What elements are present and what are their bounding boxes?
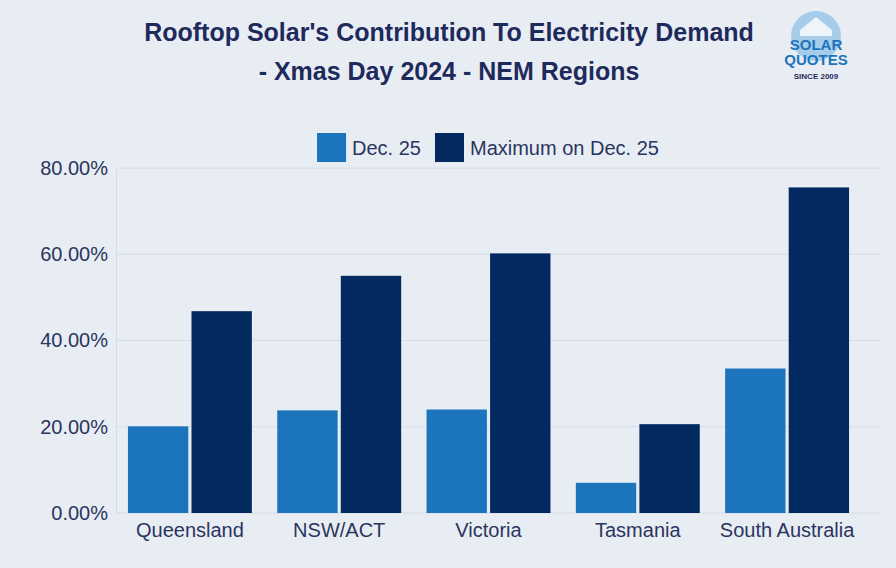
x-tick: Queensland — [136, 513, 244, 541]
bar — [789, 187, 849, 513]
x-tick-label: Victoria — [455, 519, 522, 541]
y-tick: 80.00% — [40, 157, 116, 179]
logo: SOLARQUOTESSINCE 2009 — [784, 11, 847, 81]
title: Rooftop Solar's Contribution To Electric… — [144, 18, 754, 85]
title-line: Rooftop Solar's Contribution To Electric… — [144, 18, 754, 46]
bar — [576, 483, 636, 513]
y-tick-label: 20.00% — [40, 416, 108, 438]
x-tick-label: South Australia — [720, 519, 855, 541]
bar — [725, 369, 785, 513]
y-tick: 60.00% — [40, 243, 116, 265]
legend-label: Dec. 25 — [352, 137, 421, 159]
y-axis-line — [116, 169, 117, 514]
logo-house — [800, 17, 832, 36]
y-tick-label: 60.00% — [40, 243, 108, 265]
bar — [191, 311, 251, 513]
legend-label: Maximum on Dec. 25 — [470, 137, 659, 159]
legend-swatch — [317, 133, 346, 162]
grid-line — [116, 168, 880, 169]
x-tick: Victoria — [455, 513, 522, 541]
logo-text: SINCE 2009 — [794, 72, 839, 81]
bar — [341, 276, 401, 513]
logo-text: QUOTES — [784, 51, 847, 68]
bar — [277, 410, 337, 513]
y-tick: 40.00% — [40, 329, 116, 351]
legend-item: Dec. 25 — [317, 133, 421, 162]
title-line: - Xmas Day 2024 - NEM Regions — [259, 57, 640, 85]
y-tick-label: 0.00% — [51, 502, 108, 524]
legend: Dec. 25 Maximum on Dec. 25 — [317, 133, 659, 162]
legend-item: Maximum on Dec. 25 — [435, 133, 659, 162]
x-tick: Tasmania — [595, 513, 681, 541]
y-tick-label: 80.00% — [40, 157, 108, 179]
bars — [128, 187, 849, 513]
y-tick: 20.00% — [40, 416, 116, 438]
x-tick-label: NSW/ACT — [293, 519, 385, 541]
bar — [128, 426, 188, 513]
background — [0, 0, 896, 568]
bar — [490, 253, 550, 513]
y-tick: 0.00% — [51, 502, 116, 524]
y-axis: 0.00% 20.00% 40.00% 60.00% 80.00% — [40, 157, 116, 524]
bar — [427, 410, 487, 514]
chart: Rooftop Solar's Contribution To Electric… — [0, 0, 896, 568]
x-tick-label: Queensland — [136, 519, 244, 541]
bar — [639, 424, 699, 513]
x-axis: Queensland NSW/ACT Victoria Tasmania South A… — [136, 513, 855, 541]
y-tick-label: 40.00% — [40, 329, 108, 351]
x-tick: South Australia — [720, 513, 855, 541]
x-tick: NSW/ACT — [293, 513, 385, 541]
grid — [116, 168, 880, 513]
legend-swatch — [435, 133, 464, 162]
x-tick-label: Tasmania — [595, 519, 681, 541]
